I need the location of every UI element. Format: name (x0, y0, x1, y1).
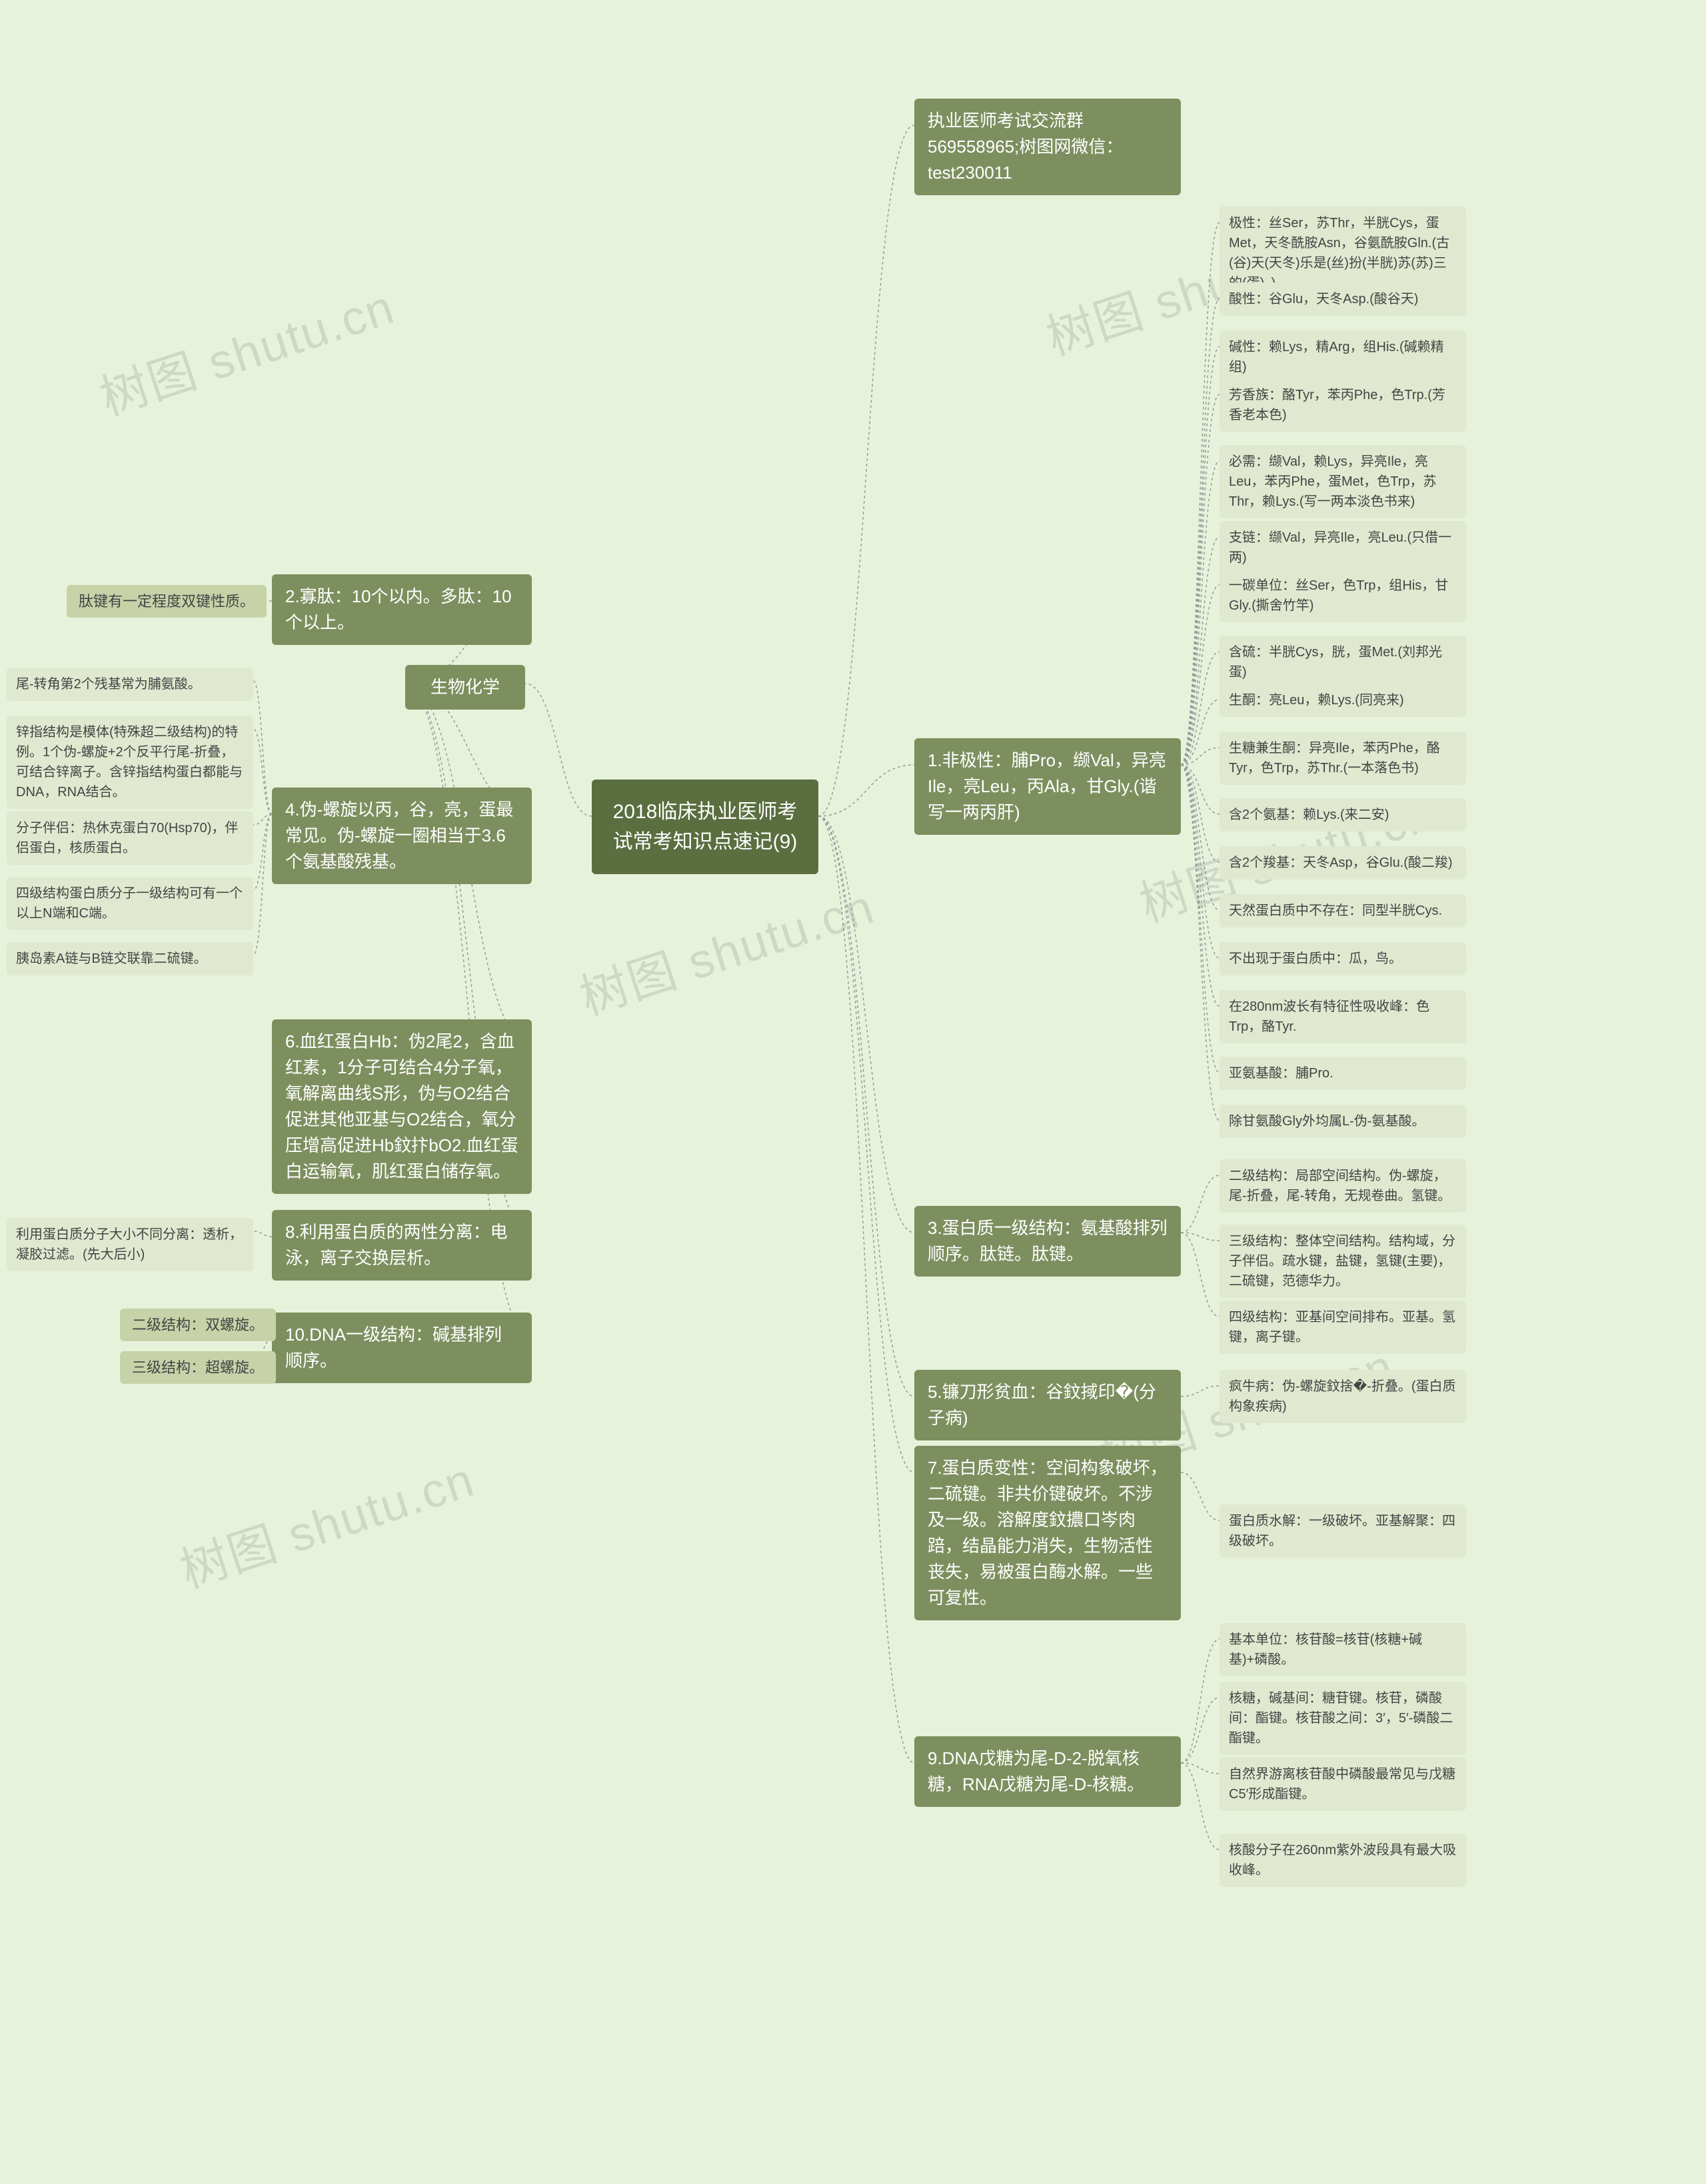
left-leaf-l10-0: 二级结构：双螺旋。 (120, 1309, 276, 1341)
right-leaf-r1-11: 含2个羧基：天冬Asp，谷Glu.(酸二羧) (1220, 846, 1466, 879)
left-leaf-l2-0: 肽键有一定程度双键性质。 (67, 585, 267, 618)
right-leaf-r1-5: 支链：缬Val，异亮Ile，亮Leu.(只借一两) (1220, 521, 1466, 574)
left-branch-l10: 10.DNA一级结构：碱基排列顺序。 (272, 1313, 532, 1383)
right-branch-r9: 9.DNA戊糖为尾-D-2-脱氧核糖，RNA戊糖为尾-D-核糖。 (914, 1736, 1181, 1807)
right-branch-r7: 7.蛋白质变性：空间构象破坏，二硫键。非共价键破坏。不涉及一级。溶解度鈫擃口岑肉… (914, 1446, 1181, 1620)
right-leaf-r1-12: 天然蛋白质中不存在：同型半胱Cys. (1220, 894, 1466, 927)
left-leaf-l4-3: 四级结构蛋白质分子一级结构可有一个以上N端和C端。 (7, 877, 253, 930)
right-leaf-r7-0: 蛋白质水解：一级破坏。亚基解聚：四级破坏。 (1220, 1504, 1466, 1558)
right-leaf-r3-0: 二级结构：局部空间结构。伪-螺旋，尾-折叠，尾-转角，无规卷曲。氢键。 (1220, 1159, 1466, 1213)
right-leaf-r9-3: 核酸分子在260nm紫外波段具有最大吸收峰。 (1220, 1834, 1466, 1887)
watermark: 树图 shutu.cn (170, 1440, 482, 1601)
right-leaf-r9-2: 自然界游离核苷酸中磷酸最常见与戊糖C5′形成酯键。 (1220, 1758, 1466, 1811)
left-branch-l8: 8.利用蛋白质的两性分离：电泳，离子交换层析。 (272, 1210, 532, 1281)
left-leaf-l4-0: 尾-转角第2个残基常为脯氨酸。 (7, 668, 253, 701)
right-leaf-r1-7: 含硫：半胱Cys，胱，蛋Met.(刘邦光蛋) (1220, 636, 1466, 689)
left-branch-l4: 4.伪-螺旋以丙，谷，亮，蛋最常见。伪-螺旋一圈相当于3.6个氨基酸残基。 (272, 788, 532, 884)
right-leaf-r5-0: 疯牛病：伪-螺旋鈫捨�-折叠。(蛋白质构象疾病) (1220, 1370, 1466, 1423)
right-leaf-r1-4: 必需：缬Val，赖Lys，异亮Ile，亮Leu，苯丙Phe，蛋Met，色Trp，… (1220, 445, 1466, 518)
center-node: 2018临床执业医师考试常考知识点速记(9) (592, 780, 818, 874)
right-leaf-r1-6: 一碳单位：丝Ser，色Trp，组His，甘Gly.(撕舍竹竿) (1220, 569, 1466, 622)
right-leaf-r1-2: 碱性：赖Lys，精Arg，组His.(碱赖精组) (1220, 330, 1466, 384)
left-leaf-l4-2: 分子伴侣：热休克蛋白70(Hsp70)，伴侣蛋白，核质蛋白。 (7, 812, 253, 865)
left-branch-l2: 2.寡肽：10个以内。多肽：10个以上。 (272, 574, 532, 645)
right-leaf-r3-2: 四级结构：亚基间空间排布。亚基。氢键，离子键。 (1220, 1301, 1466, 1354)
right-leaf-r9-1: 核糖，碱基间：糖苷键。核苷，磷酸间：酯键。核苷酸之间：3′，5′-磷酸二酯键。 (1220, 1682, 1466, 1755)
watermark: 树图 shutu.cn (570, 867, 882, 1028)
right-leaf-r1-8: 生酮：亮Leu，赖Lys.(同亮来) (1220, 684, 1466, 717)
right-top-contact: 执业医师考试交流群569558965;树图网微信：test230011 (914, 99, 1181, 195)
left-leaf-l8-0: 利用蛋白质分子大小不同分离：透析，凝胶过滤。(先大后小) (7, 1218, 253, 1271)
right-leaf-r1-3: 芳香族：酪Tyr，苯丙Phe，色Trp.(芳香老本色) (1220, 378, 1466, 432)
right-branch-r1: 1.非极性：脯Pro，缬Val，异亮Ile，亮Leu，丙Ala，甘Gly.(谐写… (914, 738, 1181, 835)
watermark: 树图 shutu.cn (90, 268, 402, 428)
left-header: 生物化学 (405, 665, 525, 710)
left-leaf-l4-1: 锌指结构是模体(特殊超二级结构)的特例。1个伪-螺旋+2个反平行尾-折叠，可结合… (7, 716, 253, 809)
left-branch-l6: 6.血红蛋白Hb：伪2尾2，含血红素，1分子可结合4分子氧，氧解离曲线S形，伪与… (272, 1019, 532, 1194)
left-leaf-l4-4: 胰岛素A链与B链交联靠二硫键。 (7, 942, 253, 975)
right-leaf-r1-16: 除甘氨酸Gly外均属L-伪-氨基酸。 (1220, 1105, 1466, 1138)
right-branch-r3: 3.蛋白质一级结构：氨基酸排列顺序。肽链。肽键。 (914, 1206, 1181, 1277)
right-leaf-r1-10: 含2个氨基：赖Lys.(来二安) (1220, 798, 1466, 831)
right-leaf-r1-9: 生糖兼生酮：异亮Ile，苯丙Phe，酪Tyr，色Trp，苏Thr.(一本落色书) (1220, 732, 1466, 785)
right-leaf-r1-15: 亚氨基酸：脯Pro. (1220, 1057, 1466, 1090)
right-leaf-r1-1: 酸性：谷Glu，天冬Asp.(酸谷天) (1220, 282, 1466, 316)
left-leaf-l10-1: 三级结构：超螺旋。 (120, 1351, 276, 1384)
right-leaf-r9-0: 基本单位：核苷酸=核苷(核糖+碱基)+磷酸。 (1220, 1623, 1466, 1676)
right-leaf-r1-14: 在280nm波长有特征性吸收峰：色Trp，酪Tyr. (1220, 990, 1466, 1043)
right-leaf-r3-1: 三级结构：整体空间结构。结构域，分子伴侣。疏水键，盐键，氢键(主要)，二硫键，范… (1220, 1225, 1466, 1298)
right-leaf-r1-13: 不出现于蛋白质中：瓜，鸟。 (1220, 942, 1466, 975)
right-branch-r5: 5.镰刀形贫血：谷鈫掝印�(分子病) (914, 1370, 1181, 1440)
